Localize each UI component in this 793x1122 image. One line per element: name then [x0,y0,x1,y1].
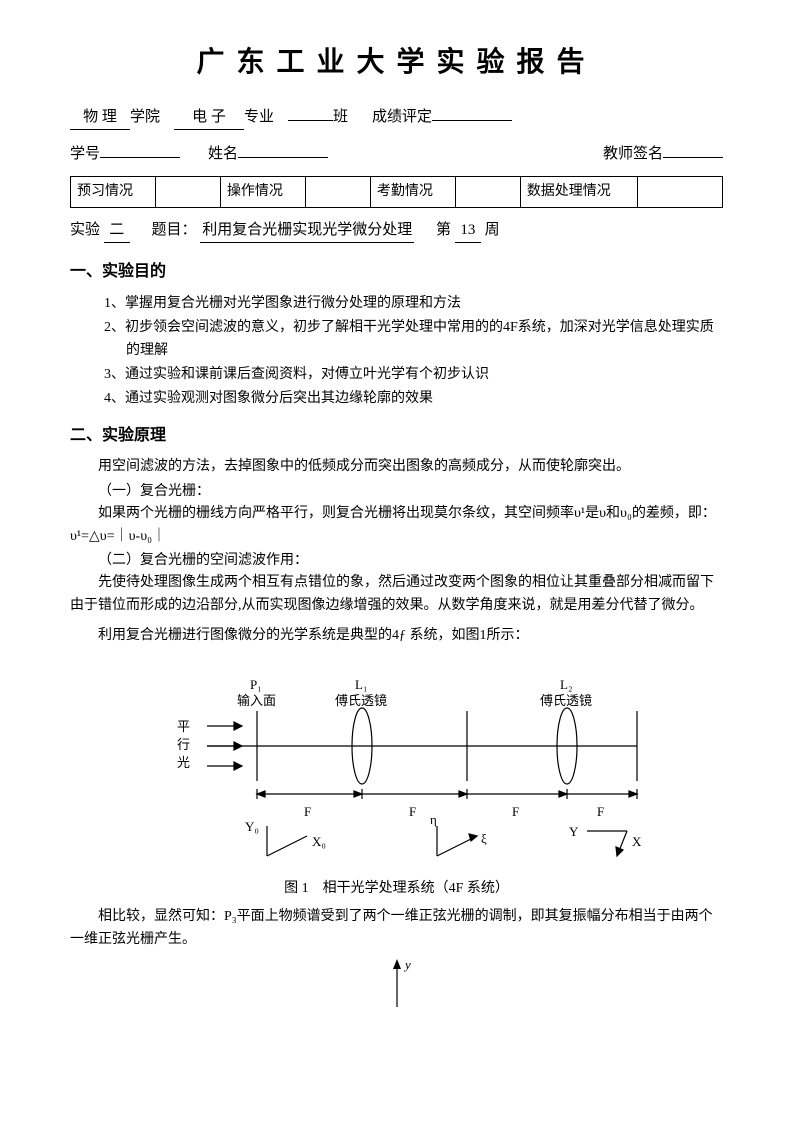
id-value [100,140,180,158]
para: 如果两个光栅的栅线方向严格平行，则复合光栅将出现莫尔条纹，其空间频率υ¹是υ和υ… [70,503,723,548]
status-table: 预习情况 操作情况 考勤情况 数据处理情况 [70,176,723,208]
label-F3: F [512,804,519,819]
section2-title: 二、实验原理 [70,423,723,449]
list-item: 1、掌握用复合光栅对光学图象进行微分处理的原理和方法 [104,293,723,315]
label-Y0: Y₀ [245,819,259,834]
label-xi: ξ [481,831,487,846]
header-row-2: 学号 姓名 教师签名 [70,140,723,166]
purpose-list: 1、掌握用复合光栅对光学图象进行微分处理的原理和方法 2、初步领会空间滤波的意义… [70,293,723,411]
id-label: 学号 [70,142,100,166]
cell-operate-value [305,176,370,207]
sub-title: （一）复合光栅： [70,481,723,503]
label-light-3: 光 [177,755,190,770]
major-value: 电 子 [174,105,244,130]
para: 用空间滤波的方法，去掉图象中的低频成分而突出图象的高频成分，从而使轮廓突出。 [70,456,723,478]
week-value: 13 [455,218,481,243]
teacher-value [663,140,723,158]
cell-operate-label: 操作情况 [220,176,305,207]
teacher-label: 教师签名 [603,142,663,166]
class-value [288,103,333,121]
list-item: 2、初步领会空间滤波的意义，初步了解相干光学处理中常用的的4F系统，加深对光学信… [104,317,723,362]
topic-label: 题目： [152,222,197,238]
optical-diagram: P₁ 输入面 L₁ 傅氏透镜 L₂ 傅氏透镜 平 行 光 F F F F Y₀ … [70,661,723,869]
cell-attend-value [455,176,520,207]
sub-title: （二）复合光栅的空间滤波作用： [70,550,723,572]
list-item: 3、通过实验和课前课后查阅资料，对傅立叶光学有个初步认识 [104,364,723,386]
label-L2: L₂ [560,677,572,692]
para: 利用复合光栅进行图像微分的光学系统是典型的4ƒ 系统，如图1所示： [70,625,723,647]
exp-prefix: 实验 [70,222,100,238]
name-value [238,140,328,158]
cell-data-label: 数据处理情况 [520,176,637,207]
cell-attend-label: 考勤情况 [370,176,455,207]
label-X0: X₀ [312,834,326,849]
exp-num: 二 [104,218,130,243]
cell-data-value [638,176,723,207]
label-P1-sub: 输入面 [237,693,276,708]
figure-caption: 图 1 相干光学处理系统（4F 系统） [70,878,723,900]
grade-label: 成绩评定 [372,105,432,129]
para: 相比较，显然可知：P₃平面上物频谱受到了两个一维正弦光栅的调制，即其复振幅分布相… [70,906,723,951]
label-L2-sub: 傅氏透镜 [540,693,592,708]
label-eta: η [430,812,437,827]
bottom-arrow: y [70,957,723,1015]
major-label: 专业 [244,105,274,129]
college-value: 物 理 [70,105,130,130]
label-X: X [632,834,642,849]
cell-preview-value [155,176,220,207]
experiment-line: 实验 二 题目： 利用复合光栅实现光学微分处理 第 13 周 [70,218,723,243]
label-L1: L₁ [355,677,367,692]
name-label: 姓名 [208,142,238,166]
label-F1: F [304,804,311,819]
section1-title: 一、实验目的 [70,259,723,285]
label-Y: Y [569,824,579,839]
label-y: y [403,957,411,972]
header-row-1: 物 理 学院 电 子 专业 班 成绩评定 [70,103,723,130]
college-label: 学院 [130,105,160,129]
label-F4: F [597,804,604,819]
class-label: 班 [333,105,348,129]
week-suffix: 周 [485,222,500,238]
label-F2: F [409,804,416,819]
week-prefix: 第 [436,222,451,238]
label-light-2: 行 [177,737,190,752]
report-title: 广东工业大学实验报告 [70,40,723,85]
list-item: 4、通过实验观测对图象微分后突出其边缘轮廓的效果 [104,388,723,410]
grade-value [432,103,512,121]
para: 先使待处理图像生成两个相互有点错位的象，然后通过改变两个图象的相位让其重叠部分相… [70,572,723,617]
label-light-1: 平 [177,719,190,734]
label-P1: P₁ [250,677,262,692]
topic-value: 利用复合光栅实现光学微分处理 [200,218,414,243]
cell-preview-label: 预习情况 [71,176,156,207]
label-L1-sub: 傅氏透镜 [335,693,387,708]
